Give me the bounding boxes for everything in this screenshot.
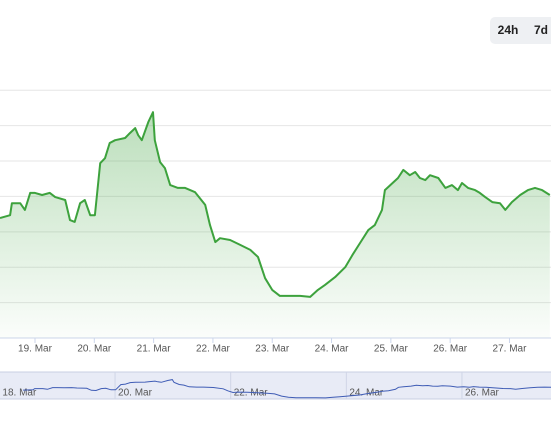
x-tick-label: 26. Mar: [433, 344, 468, 355]
range-selector: [490, 17, 551, 44]
navigator-tick-label: 26. Mar: [465, 388, 500, 399]
x-tick-label: 24. Mar: [315, 344, 350, 355]
navigator-tick-label: 18. Mar: [2, 388, 37, 399]
price-line: [0, 111, 551, 298]
x-tick-label: 19. Mar: [18, 344, 53, 355]
navigator-tick-label: 22. Mar: [234, 388, 269, 399]
navigator-tick-label: 24. Mar: [349, 388, 384, 399]
range-button[interactable]: 24h: [498, 23, 519, 37]
x-tick-label: 23. Mar: [255, 344, 290, 355]
x-tick-label: 22. Mar: [196, 344, 231, 355]
navigator-line: [23, 379, 551, 399]
x-tick-label: 21. Mar: [137, 344, 172, 355]
area-fill: [0, 112, 550, 338]
range-button[interactable]: 7d: [534, 23, 548, 37]
navigator-tick-label: 20. Mar: [118, 388, 153, 399]
x-tick-label: 27. Mar: [493, 344, 528, 355]
x-tick-label: 20. Mar: [77, 344, 112, 355]
x-tick-label: 25. Mar: [374, 344, 409, 355]
